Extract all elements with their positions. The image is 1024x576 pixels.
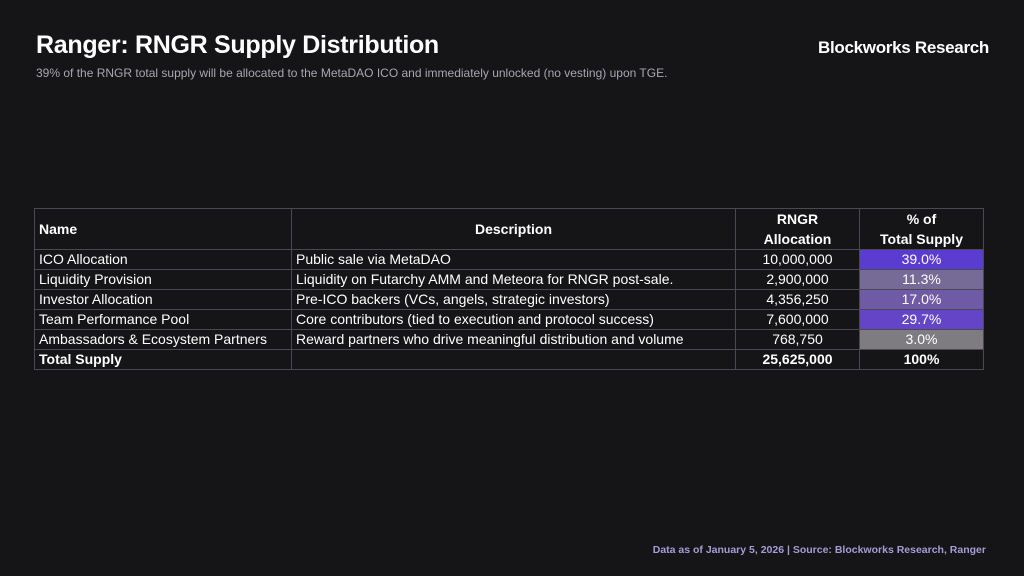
cell-name: ICO Allocation [34, 249, 292, 270]
cell-description: Public sale via MetaDAO [291, 249, 736, 270]
brand-logo-text: Blockworks Research [818, 38, 989, 57]
table-row: ICO Allocation Public sale via MetaDAO 10,… [34, 249, 984, 270]
column-header-name: Name [34, 208, 292, 250]
table-header-row: Name Description RNGR Allocation % of Tota… [34, 208, 984, 250]
cell-description: Core contributors (tied to execution and… [291, 309, 736, 330]
source-note: Data as of January 5, 2026 | Source: Blo… [652, 544, 986, 556]
cell-description: Liquidity on Futarchy AMM and Meteora fo… [291, 269, 736, 290]
cell-description: Pre-ICO backers (VCs, angels, strategic … [291, 289, 736, 310]
column-header-description: Description [291, 208, 736, 250]
table-row: Investor Allocation Pre-ICO backers (VCs,… [34, 289, 984, 310]
cell-name: Ambassadors & Ecosystem Partners [34, 329, 292, 350]
column-header-percent: % of Total Supply [859, 208, 984, 250]
cell-name: Team Performance Pool [34, 309, 292, 330]
page-subtitle: 39% of the RNGR total supply will be all… [36, 66, 668, 80]
table-row: Liquidity Provision Liquidity on Futarchy… [34, 269, 984, 290]
cell-percent: 17.0% [859, 289, 984, 310]
cell-allocation: 2,900,000 [735, 269, 860, 290]
cell-percent: 39.0% [859, 249, 984, 270]
cell-description: Reward partners who drive meaningful dis… [291, 329, 736, 350]
cell-name: Liquidity Provision [34, 269, 292, 290]
total-row: Total Supply 25,625,000 100% [34, 349, 984, 370]
cell-name: Investor Allocation [34, 289, 292, 310]
table-row: Ambassadors & Ecosystem Partners Reward p… [34, 329, 984, 350]
cell-percent: 3.0% [859, 329, 984, 350]
column-header-allocation: RNGR Allocation [735, 208, 860, 250]
cell-total-allocation: 25,625,000 [735, 349, 860, 370]
cell-allocation: 4,356,250 [735, 289, 860, 310]
cell-percent: 11.3% [859, 269, 984, 290]
supply-distribution-table: Name Description RNGR Allocation % of Tota… [34, 208, 984, 370]
cell-allocation: 768,750 [735, 329, 860, 350]
cell-allocation: 10,000,000 [735, 249, 860, 270]
cell-percent: 29.7% [859, 309, 984, 330]
cell-total-description [291, 349, 736, 370]
page-title: Ranger: RNGR Supply Distribution [36, 31, 439, 59]
cell-total-percent: 100% [859, 349, 984, 370]
table-row: Team Performance Pool Core contributors (… [34, 309, 984, 330]
cell-total-name: Total Supply [34, 349, 292, 370]
cell-allocation: 7,600,000 [735, 309, 860, 330]
